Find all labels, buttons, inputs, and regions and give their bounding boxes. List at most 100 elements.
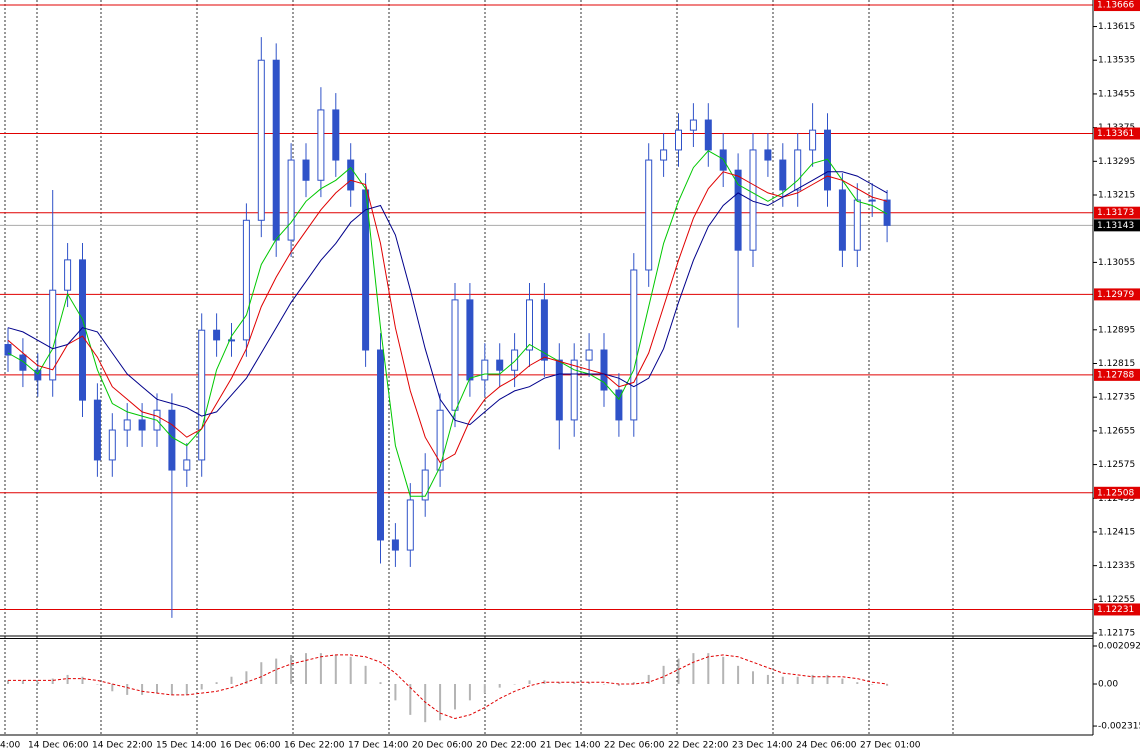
y-tick-label: 1.13295 — [1098, 157, 1135, 167]
histogram-bar — [96, 684, 99, 685]
candle-body — [377, 349, 384, 541]
level-label-box — [1094, 206, 1140, 219]
x-tick-label: 16 Dec 22:00 — [284, 741, 345, 751]
histogram-bar — [275, 658, 278, 685]
candle-body — [362, 189, 370, 351]
histogram-bar — [781, 676, 784, 685]
level-label: 1.13361 — [1097, 129, 1134, 139]
histogram-bar — [647, 674, 650, 685]
candle-body — [168, 409, 176, 471]
candle-body — [481, 359, 489, 381]
histogram-bar — [319, 653, 322, 685]
candle-body — [451, 299, 459, 411]
x-tick-label: 22 Dec 22:00 — [668, 741, 729, 751]
histogram-bar — [752, 671, 754, 685]
x-tick-label: 14 Dec 22:00 — [92, 741, 153, 751]
candle-body — [779, 159, 787, 191]
histogram-bar — [468, 684, 471, 701]
candle-body — [630, 269, 638, 421]
level-label-box — [1094, 288, 1140, 301]
histogram-bar — [51, 678, 54, 685]
histogram-bar — [573, 682, 576, 685]
histogram-bar — [483, 684, 486, 694]
histogram-bar — [722, 656, 725, 685]
histogram-bar — [126, 684, 129, 695]
histogram-bar — [215, 682, 218, 685]
moving-average-line — [7, 171, 888, 464]
histogram-bar — [200, 684, 203, 690]
histogram-bar — [707, 653, 710, 685]
histogram-bar — [439, 684, 442, 721]
level-label: 1.12979 — [1097, 290, 1134, 300]
histogram-bar — [81, 676, 84, 685]
candle-body — [570, 359, 578, 421]
y-tick-label: 1.12255 — [1098, 595, 1135, 605]
histogram-bar — [379, 682, 382, 685]
histogram-bar — [21, 680, 24, 685]
candle-body — [198, 329, 206, 461]
histogram-bar — [558, 682, 561, 685]
x-tick-label: 17 Dec 14:00 — [348, 741, 409, 751]
candle-body — [809, 129, 817, 151]
histogram-bar — [617, 684, 620, 686]
y-tick-label: 1.12335 — [1098, 561, 1135, 571]
histogram-bar — [454, 684, 456, 710]
level-label-box — [1094, 368, 1140, 381]
histogram-bar — [513, 684, 516, 685]
candle-body — [108, 429, 116, 461]
candle-body — [391, 539, 399, 551]
indicator-y-tick-label: 0.002092 — [1098, 642, 1140, 652]
axes — [0, 0, 1094, 736]
y-tick-label: 1.13535 — [1098, 56, 1135, 66]
y-tick-label: 1.12815 — [1098, 359, 1135, 369]
histogram-bar — [7, 680, 9, 685]
candle-body — [689, 119, 697, 131]
current-price-box — [1094, 219, 1140, 232]
histogram-bar — [409, 684, 412, 715]
candle-body — [675, 129, 682, 151]
y-tick-label: 1.12175 — [1098, 629, 1135, 639]
histogram-bar — [826, 674, 829, 685]
signal-line — [8, 654, 888, 720]
candle-body — [272, 59, 280, 241]
y-tick-label: 1.12655 — [1098, 426, 1135, 436]
candle-body — [257, 59, 265, 221]
histogram-bar — [871, 684, 874, 685]
candle-body — [49, 289, 57, 381]
histogram-bar — [170, 684, 173, 695]
y-tick-label: 1.13055 — [1098, 258, 1135, 268]
candle-body — [332, 109, 340, 161]
level-label-box — [1094, 127, 1140, 140]
x-tick-label: 21 Dec 14:00 — [540, 741, 601, 751]
candle-body — [406, 499, 414, 551]
candle-body — [555, 359, 563, 421]
candle-body — [526, 299, 533, 351]
histogram-bar — [364, 665, 367, 685]
candle-body — [436, 409, 444, 471]
level-label-box — [1094, 0, 1140, 12]
histogram-bar — [156, 684, 158, 694]
y-tick-label: 1.12895 — [1098, 325, 1135, 335]
histogram-bar — [245, 671, 248, 685]
histogram-bar — [141, 684, 144, 695]
candle-body — [213, 329, 221, 341]
histogram-bar — [334, 654, 337, 685]
x-tick-label: 23 Dec 14:00 — [732, 741, 793, 751]
candle-body — [242, 219, 250, 341]
candle-body — [93, 399, 101, 461]
histogram-bar — [588, 682, 591, 685]
y-tick-label: 1.13455 — [1098, 89, 1135, 99]
histogram-bar — [230, 676, 233, 685]
level-label-box — [1094, 603, 1140, 616]
x-tick-label: 16 Dec 06:00 — [220, 741, 281, 751]
x-tick-label: 27 Dec 01:00 — [860, 741, 921, 751]
candle-body — [64, 259, 72, 291]
candle-body — [794, 149, 802, 191]
current-price-label: 1.13143 — [1097, 221, 1134, 231]
candle-body — [138, 419, 146, 431]
histogram-bar — [498, 684, 501, 688]
histogram-bar — [36, 682, 39, 685]
level-label-box — [1094, 486, 1140, 499]
